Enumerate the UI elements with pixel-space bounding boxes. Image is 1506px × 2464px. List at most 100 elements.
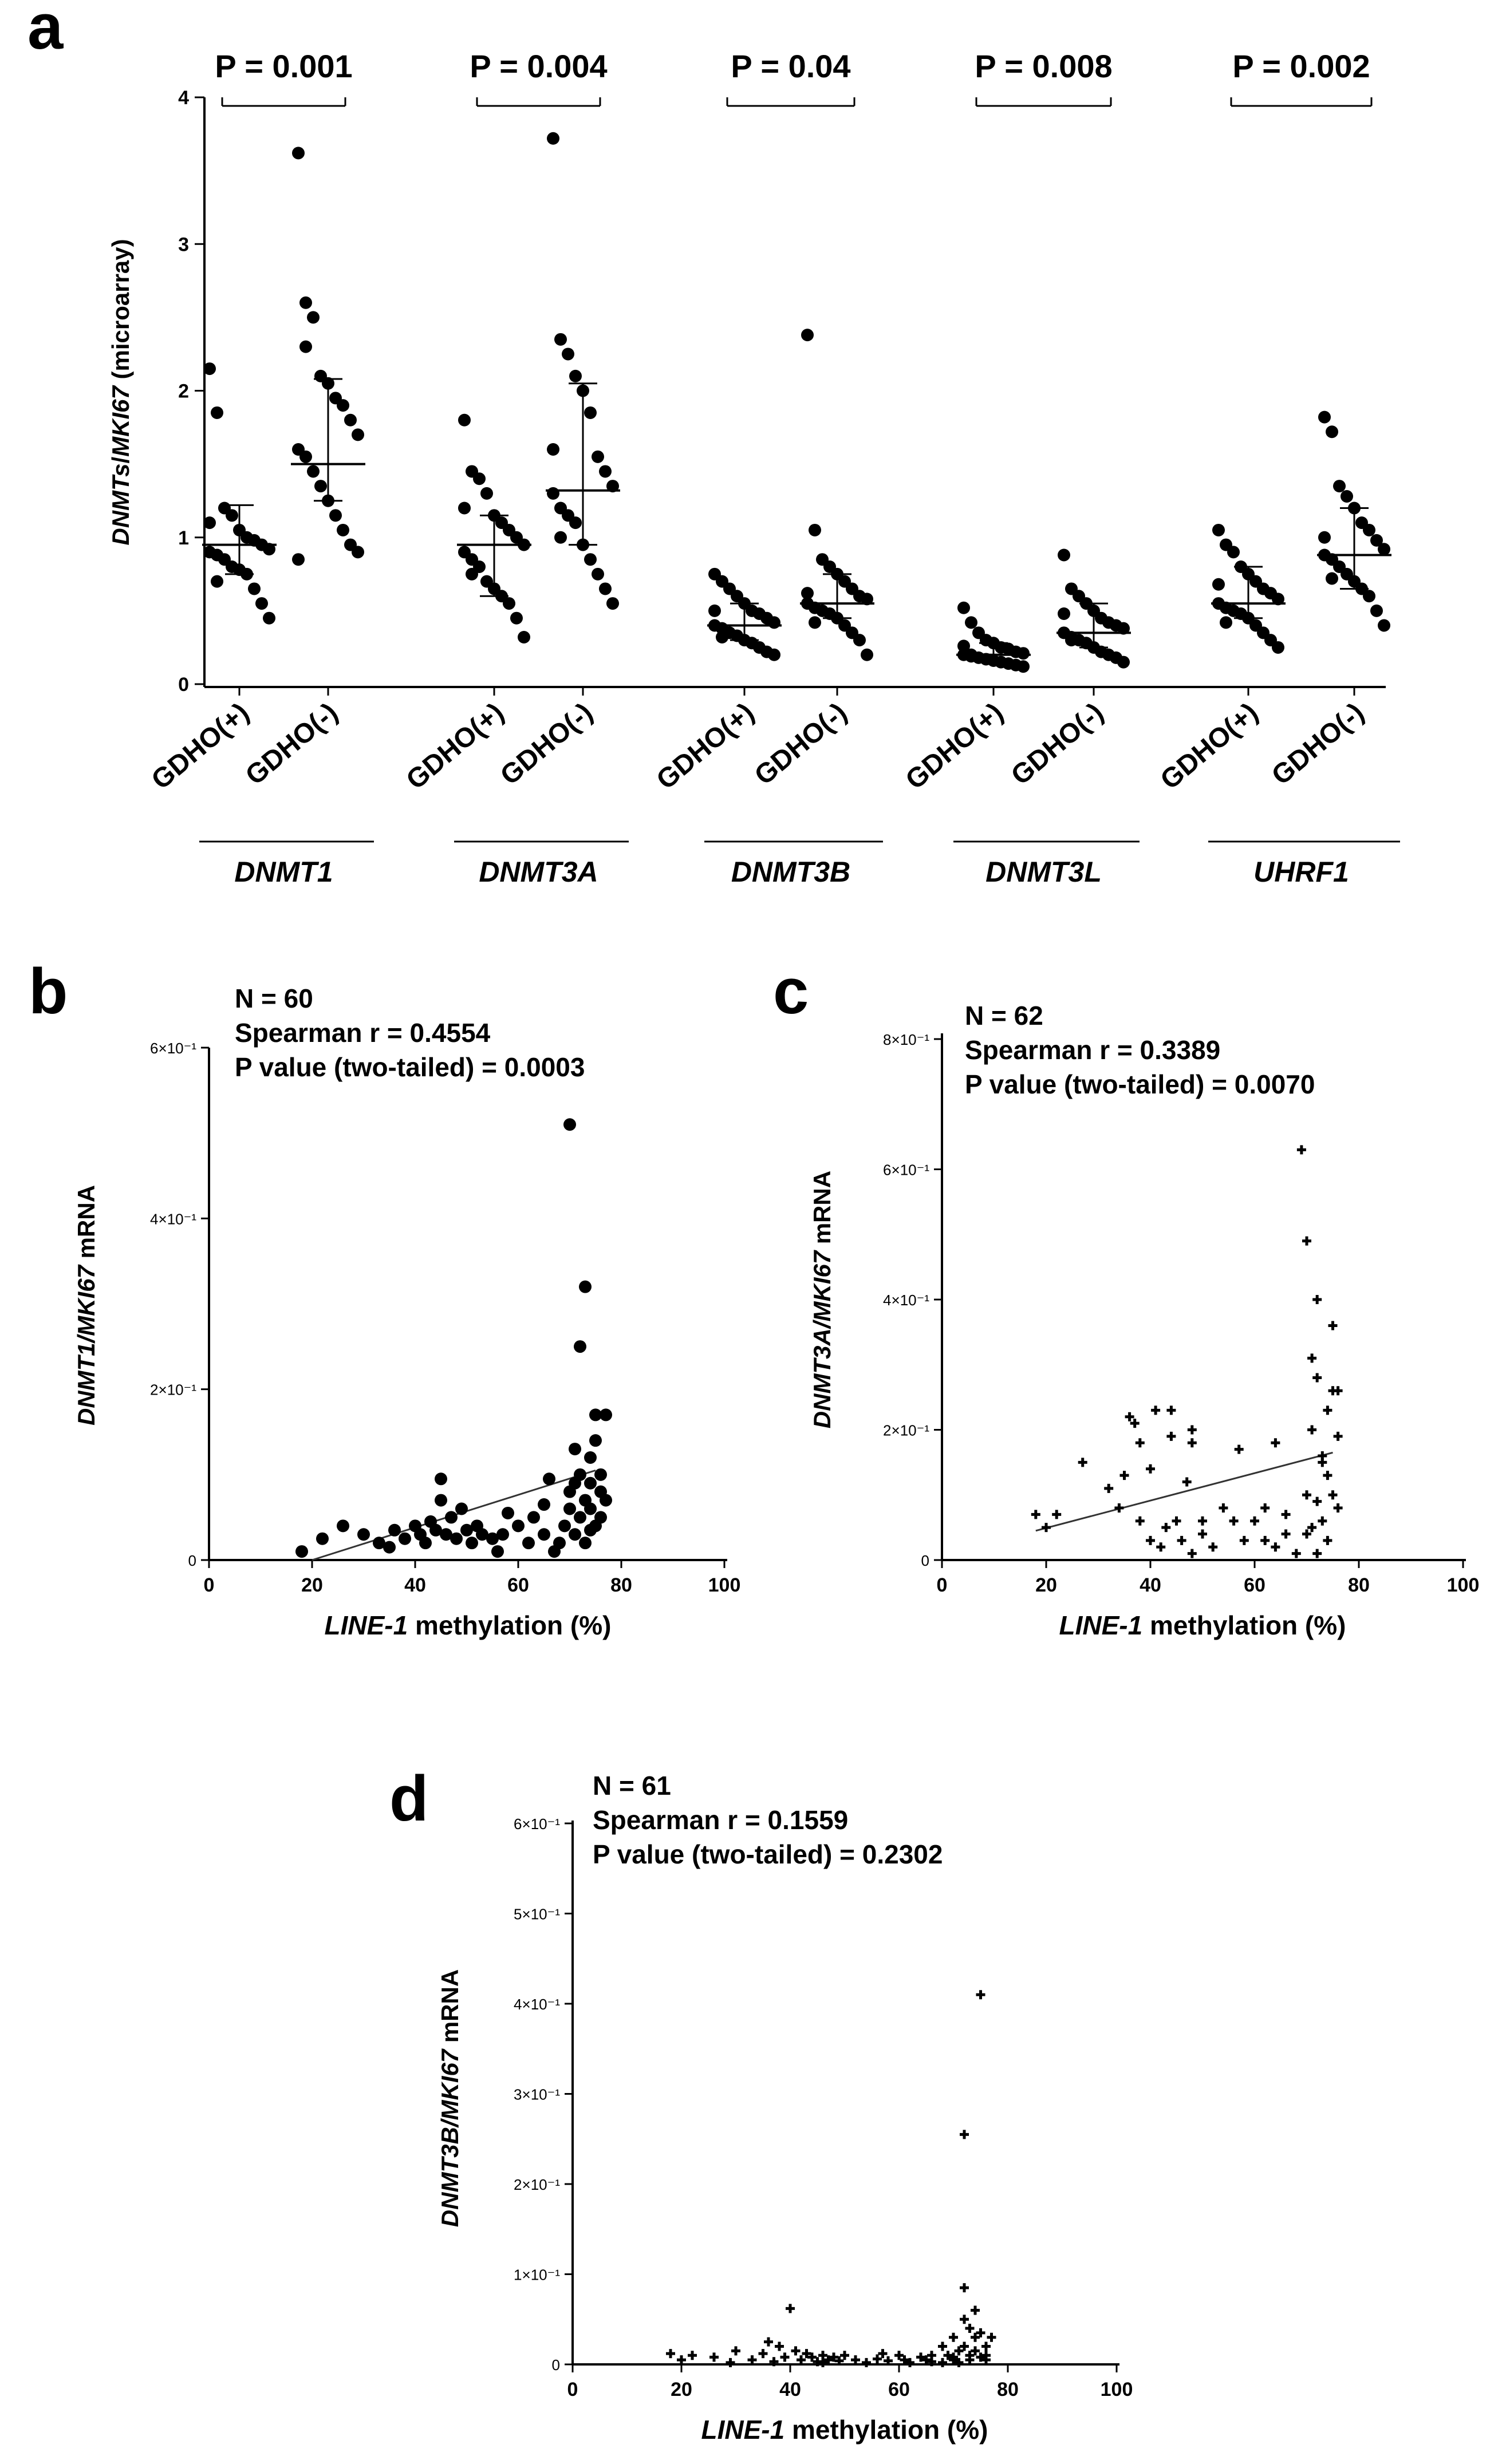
data-point [226,509,238,522]
data-point [337,399,349,412]
data-point [768,616,780,629]
data-point [666,2349,675,2359]
data-point [584,1523,597,1537]
panel-a-ytick-label: 3 [178,234,189,255]
data-point [861,648,873,661]
panel-b-stat-p: P value (two-tailed) = 0.0003 [235,1052,585,1082]
pc-ytick-label: 0 [921,1552,929,1569]
data-point [1312,1373,1322,1383]
data-point [823,2355,833,2365]
pb-xtick-label: 20 [301,1574,323,1596]
data-point [450,1532,463,1545]
data-point [1058,607,1070,620]
p-value-label: P = 0.004 [470,48,607,84]
data-point [957,639,970,653]
data-point [458,502,471,515]
data-point [512,1519,525,1533]
data-point [1326,572,1338,585]
data-point [1166,1431,1176,1441]
group-label: GDHO(+) [401,697,510,796]
data-point [1135,1516,1145,1526]
pd-ytick-label: 0 [552,2356,560,2374]
data-point [491,1545,504,1558]
data-point [1281,1510,1291,1519]
data-point [943,2351,953,2360]
data-point [1318,410,1331,424]
data-point [965,2324,975,2333]
data-point [709,2352,719,2362]
data-point [708,604,721,617]
panel-d-y-label: DNMT3B/MKI67 mRNA [436,1969,463,2227]
data-point [584,1476,597,1490]
data-point [768,648,780,661]
panel-c-x-label: LINE-1 methylation (%) [1059,1610,1346,1640]
data-point [584,406,597,419]
data-point [292,553,305,566]
data-point [1302,1529,1311,1539]
data-point [1302,1490,1311,1500]
data-point [797,2355,806,2365]
p-value-label: P = 0.04 [731,48,850,84]
data-point [600,1494,612,1507]
data-point [1378,619,1390,632]
data-point [263,543,275,556]
data-point [1065,634,1078,647]
pb-xtick-label: 100 [708,1574,741,1596]
data-point [1307,1353,1317,1363]
data-point [834,2356,844,2366]
panel-a-ytick-label: 2 [178,381,189,402]
data-point [307,465,320,478]
gene-label: DNMT1 [234,856,333,888]
panel-label-a: a [27,0,64,62]
data-point [861,593,873,606]
panel-b-chart: N = 60 Spearman r = 0.4554 P value (two-… [73,984,740,1640]
panel-label-b: b [29,955,68,1027]
data-point [1114,1503,1124,1513]
data-point [1323,1535,1332,1545]
pc-xtick-label: 20 [1035,1574,1057,1596]
data-point [1042,1523,1051,1533]
group-label: GDHO(+) [651,697,760,796]
data-point [851,2355,860,2365]
data-point [801,587,814,600]
data-point [905,2358,914,2367]
panel-c-stat-n: N = 62 [965,1001,1043,1030]
pd-xtick-label: 20 [671,2379,692,2400]
data-point [1117,656,1130,669]
data-point [496,1528,509,1541]
data-point [1250,1516,1259,1526]
data-point [1220,616,1232,629]
data-point [522,1537,535,1550]
panel-b-stat-n: N = 60 [235,984,313,1013]
pb-xtick-label: 0 [204,1574,215,1596]
data-point [435,1472,447,1486]
data-point [1281,1529,1291,1539]
data-point [1151,1405,1161,1415]
data-point [458,413,471,427]
data-point [1182,1477,1192,1487]
pc-xtick-label: 40 [1140,1574,1161,1596]
data-point [981,2351,991,2360]
panel-d-stat-r: Spearman r = 0.1559 [593,1805,848,1835]
data-point [878,2349,888,2359]
data-point [1333,1503,1343,1513]
panel-a-chart: DNMTs/MKI67 (microarray) 0 1 2 3 4 P = 0.001 G… [107,48,1400,888]
data-point [562,348,574,361]
data-point [1119,1471,1129,1480]
data-point [574,1511,586,1524]
data-point [579,1537,592,1550]
data-point [960,2315,969,2324]
data-point [307,311,320,324]
data-point [1172,1516,1181,1526]
data-point [1323,1405,1332,1415]
data-point [884,2356,893,2366]
gene-label: DNMT3A [479,856,598,888]
pd-ytick-label: 6×10⁻¹ [514,1815,560,1833]
data-point [1146,1464,1155,1474]
data-point [554,333,567,346]
data-point [502,1506,514,1519]
panel-b-stat-r: Spearman r = 0.4554 [235,1018,491,1048]
data-point [263,611,275,625]
data-point [486,1532,499,1545]
